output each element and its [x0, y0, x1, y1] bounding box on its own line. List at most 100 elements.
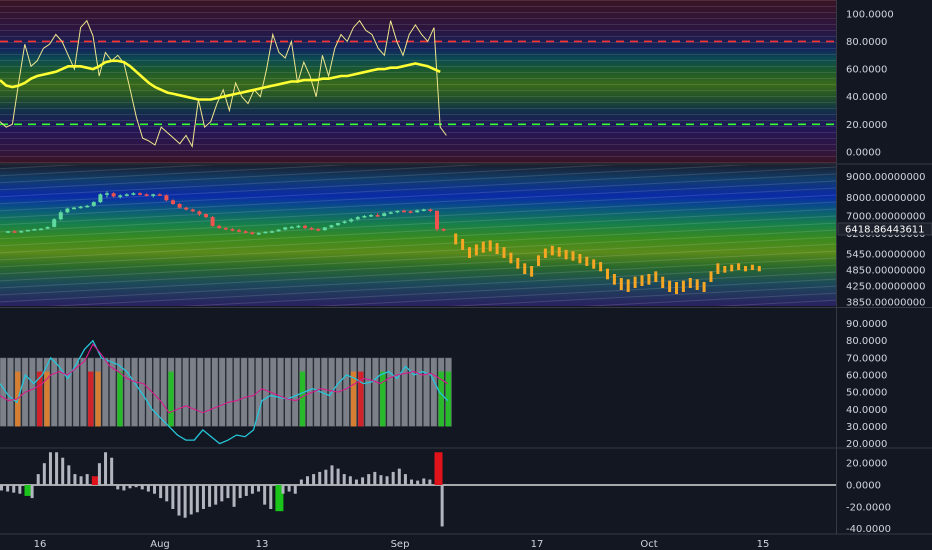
stoch-column-highlight [445, 371, 452, 427]
time-axis-label: 16 [34, 539, 47, 550]
stoch-column [342, 357, 350, 427]
stoch-column [58, 357, 65, 427]
price-axis-tick: 9000.00000000 [846, 172, 926, 183]
histogram-bar [134, 485, 138, 488]
hist-axis-tick: -20.0000 [846, 502, 891, 513]
histogram-bar [293, 485, 297, 494]
histogram-bar [263, 485, 267, 505]
histogram-bar [232, 485, 236, 507]
projection-bar [530, 266, 534, 277]
candle-body [263, 231, 268, 234]
candle-body [111, 193, 116, 197]
projection-bar [557, 247, 561, 257]
rsi-pane[interactable] [0, 19, 836, 148]
candle-body [237, 230, 241, 232]
price-axis-tick: 3850.00000000 [846, 298, 926, 309]
histogram-bar [140, 485, 144, 490]
histogram-bar [67, 465, 71, 485]
candle-body [45, 226, 50, 229]
projection-bar [495, 243, 499, 254]
stoch-column [415, 357, 423, 427]
time-axis[interactable]: 16 Aug 13 Sep 17 Oct 15 [34, 539, 770, 550]
stoch-column [174, 357, 182, 427]
price-axis-tick: 5450.00000000 [846, 250, 926, 261]
candle-body [322, 227, 327, 231]
candle-body [151, 194, 156, 196]
last-price-tag-label: 6418.86443611 [845, 225, 925, 236]
stoch-column [211, 357, 219, 427]
stoch-column [72, 357, 80, 427]
stoch-column-highlight [358, 371, 364, 427]
histogram-bar [281, 485, 285, 494]
price-pane-lines [0, 165, 836, 306]
candle-body [39, 228, 43, 231]
stoch-column [255, 357, 263, 427]
stoch-axis-tick: 80.0000 [846, 336, 887, 347]
projection-bar [468, 247, 471, 258]
price-axis[interactable]: 100.0000 80.0000 60.0000 40.0000 20.0000 0.00… [846, 9, 926, 535]
histogram-bar [287, 485, 291, 492]
candle-body [124, 194, 129, 196]
histogram-bar [122, 485, 126, 491]
histogram-bar [361, 477, 365, 485]
time-axis-label: 15 [757, 539, 770, 550]
histogram-bar [177, 485, 181, 516]
stoch-axis-tick: 90.0000 [846, 319, 887, 330]
projection-bar [730, 264, 734, 272]
stoch-column [160, 357, 168, 427]
histogram-bar [85, 474, 89, 485]
stoch-axis-tick: 20.0000 [846, 439, 887, 450]
candle-body [12, 231, 17, 233]
stoch-column [284, 357, 292, 427]
stoch-column-highlight [95, 371, 101, 427]
projection-bar [633, 276, 637, 288]
histogram-bar [183, 485, 187, 518]
candle-body [329, 225, 334, 228]
stoch-axis-tick: 40.0000 [846, 405, 887, 416]
histogram-bar [42, 463, 46, 485]
stoch-column [386, 357, 394, 427]
stoch-column-highlight [438, 371, 444, 427]
histogram-bar [354, 479, 358, 485]
stoch-column [153, 357, 160, 427]
candle-body [52, 219, 57, 227]
histogram-bar [110, 457, 114, 485]
candle-body [190, 209, 195, 212]
stoch-column [182, 357, 190, 427]
projection-bar [564, 249, 568, 260]
histogram-bar [342, 474, 346, 485]
price-pane[interactable] [6, 191, 761, 294]
time-axis-label: Sep [391, 539, 410, 550]
candle-body [177, 203, 182, 208]
rsi-axis-tick: 60.0000 [846, 65, 887, 76]
projection-bar [695, 279, 699, 290]
stoch-column [372, 357, 379, 427]
stoch-column [430, 357, 438, 427]
histogram-bar [214, 485, 218, 505]
stoch-column-highlight [299, 371, 306, 427]
projection-bar [481, 241, 485, 253]
projection-bar [654, 271, 658, 282]
stoch-axis-tick: 70.0000 [846, 353, 887, 364]
histogram-pane[interactable] [0, 452, 836, 527]
histogram-bar [189, 485, 193, 515]
stochastic-pane[interactable] [0, 339, 452, 445]
stoch-column-highlight [168, 371, 174, 427]
candle-body [296, 225, 301, 228]
histogram-bar [422, 478, 426, 485]
histogram-bar [269, 485, 273, 509]
stoch-column [226, 357, 233, 427]
stoch-column [101, 357, 109, 427]
projection-bar [474, 244, 478, 256]
histogram-bar [208, 485, 212, 507]
stoch-column [247, 357, 255, 427]
candle-body [243, 231, 248, 233]
rsi-axis-tick: 80.0000 [846, 37, 887, 48]
histogram-bar [250, 485, 254, 494]
stoch-column [262, 357, 270, 427]
histogram-bar [30, 485, 34, 499]
last-price-tag: 6418.86443611 [837, 222, 932, 236]
histogram-bar [24, 485, 33, 496]
histogram-bar [220, 485, 224, 502]
